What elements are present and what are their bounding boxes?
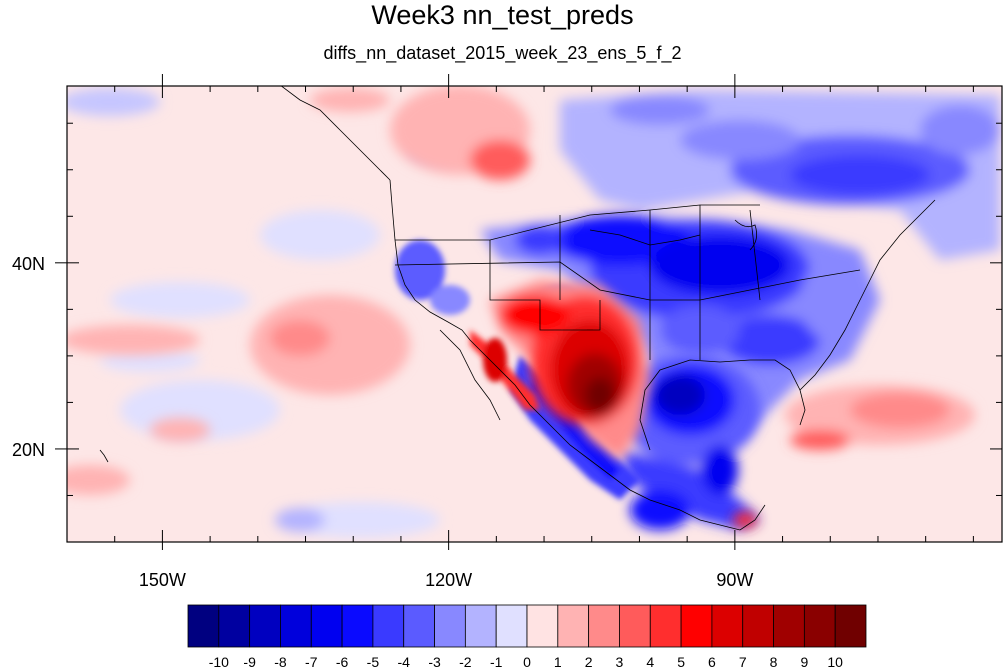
colorbar-swatch bbox=[341, 604, 374, 648]
colorbar-label: 7 bbox=[739, 654, 747, 670]
colorbar-swatch bbox=[588, 604, 620, 648]
colorbar-label: 2 bbox=[585, 654, 593, 670]
gulf-cold-region bbox=[620, 355, 760, 530]
plot-frame bbox=[66, 85, 1003, 543]
x-tick-label: 90W bbox=[716, 570, 753, 590]
colorbar-label: -8 bbox=[274, 654, 287, 670]
colorbar-swatch bbox=[310, 604, 343, 648]
atlantic-warm-region bbox=[733, 385, 975, 528]
colorbar-label: 4 bbox=[646, 654, 654, 670]
colorbar-swatch bbox=[187, 604, 220, 648]
colorbar-label: -10 bbox=[209, 654, 229, 670]
colorbar-label: -3 bbox=[428, 654, 441, 670]
central-us-cold-region bbox=[480, 215, 880, 440]
colorbar-swatch bbox=[526, 604, 559, 648]
colorbar-swatch bbox=[649, 604, 682, 648]
canada-cold-region bbox=[410, 90, 1000, 260]
colorbar-label: 5 bbox=[677, 654, 685, 670]
colorbar-swatch bbox=[280, 604, 312, 648]
colorbar-label: -9 bbox=[243, 654, 256, 670]
colorbar-label: 0 bbox=[523, 654, 531, 670]
colorbar-swatch bbox=[711, 604, 744, 648]
x-tick-label: 150W bbox=[139, 570, 186, 590]
coastlines bbox=[99, 86, 936, 531]
colorbar-label: -4 bbox=[398, 654, 411, 670]
colorbar-swatch bbox=[773, 604, 805, 648]
colorbar-swatch bbox=[249, 604, 281, 648]
colorbar-swatch bbox=[834, 604, 867, 648]
y-tick-label: 40N bbox=[12, 254, 45, 274]
colorbar-swatch bbox=[495, 604, 528, 648]
colorbar-label: -7 bbox=[305, 654, 318, 670]
colorbar-swatch bbox=[464, 604, 497, 648]
colorbar-label: 1 bbox=[554, 654, 562, 670]
colorbar: -10 -9 -8 -7 -6 -5 -4 -3 -2 -1 0 1 2 3 4 5 6 7 8 9 10 bbox=[187, 604, 867, 670]
y-tick-label: 20N bbox=[12, 440, 45, 460]
colorbar-label: 6 bbox=[708, 654, 716, 670]
colorbar-swatch bbox=[680, 604, 713, 648]
colorbar-swatch bbox=[434, 604, 466, 648]
axis-ticks: 150W 120W 90W 40N 20N bbox=[12, 74, 1002, 590]
colorbar-label: -1 bbox=[490, 654, 503, 670]
colorbar-label: 8 bbox=[770, 654, 778, 670]
texas-warm-region bbox=[490, 280, 650, 460]
colorbar-swatch bbox=[372, 604, 405, 648]
colorbar-label: 10 bbox=[827, 654, 843, 670]
pacific-warm-region bbox=[67, 295, 410, 495]
map-subtitle: diffs_nn_dataset_2015_week_23_ens_5_f_2 bbox=[323, 43, 682, 63]
colorbar-label: -5 bbox=[367, 654, 380, 670]
colorbar-swatch bbox=[557, 604, 590, 648]
map-title: Week3 nn_test_preds bbox=[371, 0, 634, 30]
colorbar-swatch bbox=[619, 604, 651, 648]
colorbar-label: 3 bbox=[616, 654, 624, 670]
anomaly-field bbox=[67, 86, 1002, 542]
bc-warm-region bbox=[310, 86, 530, 180]
x-tick-label: 120W bbox=[425, 570, 472, 590]
colorbar-label: 9 bbox=[800, 654, 808, 670]
colorbar-label: -6 bbox=[336, 654, 349, 670]
colorbar-swatch bbox=[218, 604, 251, 648]
colorbar-swatch bbox=[803, 604, 836, 648]
colorbar-swatch bbox=[742, 604, 774, 648]
colorbar-swatch bbox=[403, 604, 435, 648]
colorbar-label: -2 bbox=[459, 654, 472, 670]
